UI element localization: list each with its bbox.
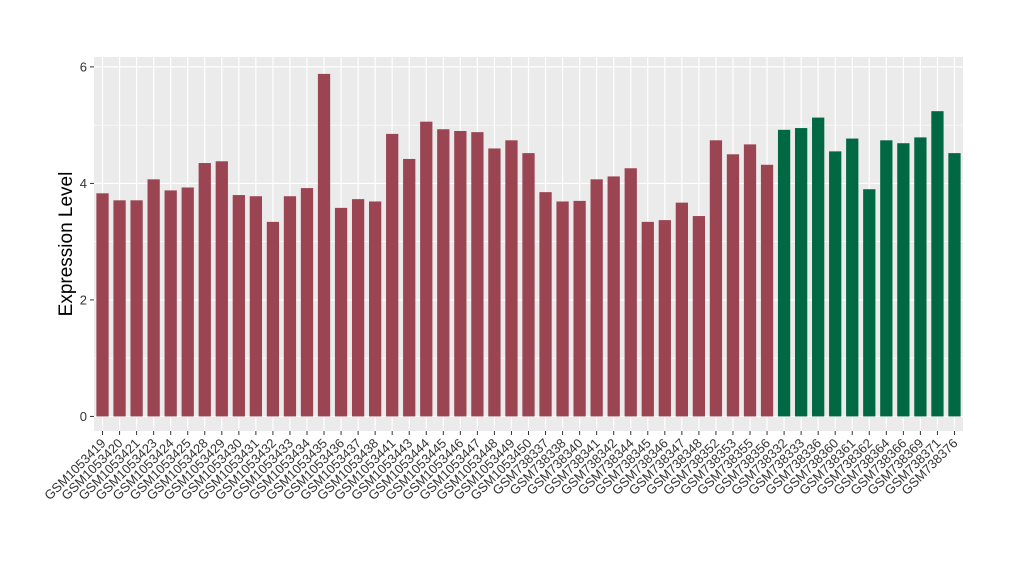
bar-GSM1053434 xyxy=(300,188,314,417)
bar-GSM1053421 xyxy=(130,200,143,417)
bar-GSM738355 xyxy=(743,144,757,417)
bar-GSM738341 xyxy=(590,179,603,417)
bar-GSM1053429 xyxy=(215,161,228,417)
bar-GSM1053419 xyxy=(96,193,109,417)
bar-GSM738361 xyxy=(846,138,859,417)
bar-GSM1053420 xyxy=(113,200,126,417)
bar-GSM1053447 xyxy=(471,132,484,417)
bars-group xyxy=(96,73,961,417)
bar-GSM1053430 xyxy=(232,195,245,417)
bar-GSM738366 xyxy=(897,143,910,417)
bar-GSM1053437 xyxy=(351,199,365,417)
y-axis: 0 2 4 6 xyxy=(80,59,94,424)
bar-GSM1053441 xyxy=(386,133,399,417)
bar-GSM1053448 xyxy=(488,148,501,417)
bar-GSM1053432 xyxy=(266,221,280,417)
bar-GSM738348 xyxy=(692,216,706,417)
bar-GSM738340 xyxy=(573,200,586,417)
bar-GSM738333 xyxy=(794,128,808,417)
y-axis-title: Expression Level xyxy=(56,172,77,317)
bar-GSM1053445 xyxy=(437,129,450,417)
bar-GSM1053436 xyxy=(334,207,348,417)
bar-GSM738336 xyxy=(812,117,825,417)
bar-GSM738344 xyxy=(624,168,637,417)
bar-GSM738345 xyxy=(641,221,654,417)
bar-GSM1053435 xyxy=(317,73,331,417)
y-tick-label: 6 xyxy=(80,59,87,74)
bar-GSM738337 xyxy=(539,192,552,417)
bar-GSM738347 xyxy=(675,202,688,417)
bar-GSM1053424 xyxy=(164,190,177,417)
bar-GSM738356 xyxy=(760,164,774,417)
bar-GSM738338 xyxy=(556,201,569,417)
bar-GSM738362 xyxy=(863,189,876,417)
y-tick-label: 2 xyxy=(80,292,87,307)
bar-GSM1053438 xyxy=(369,201,382,417)
bar-GSM1053423 xyxy=(147,179,160,417)
bar-GSM1053433 xyxy=(283,196,297,417)
x-axis: GSM1053419GSM1053420GSM1053421GSM1053423… xyxy=(41,431,961,503)
bar-GSM738352 xyxy=(709,140,723,417)
bar-GSM738342 xyxy=(607,176,620,417)
y-tick-label: 0 xyxy=(80,409,87,424)
bar-GSM1053449 xyxy=(505,140,518,417)
bar-GSM738360 xyxy=(829,151,842,417)
bar-GSM738353 xyxy=(726,154,740,417)
bar-GSM1053428 xyxy=(198,163,211,417)
bar-GSM1053443 xyxy=(403,158,416,417)
bar-GSM738364 xyxy=(880,140,893,417)
bar-GSM1053444 xyxy=(420,121,433,417)
bar-GSM1053446 xyxy=(454,130,467,417)
bar-GSM738376 xyxy=(948,153,961,417)
bar-GSM738332 xyxy=(777,129,791,417)
bar-GSM1053431 xyxy=(249,196,263,417)
bar-GSM738371 xyxy=(931,111,944,417)
bar-GSM738369 xyxy=(914,137,927,417)
bar-GSM738346 xyxy=(658,220,671,417)
bar-GSM1053450 xyxy=(522,153,535,417)
y-tick-label: 4 xyxy=(80,176,87,191)
bar-GSM1053425 xyxy=(181,187,194,417)
